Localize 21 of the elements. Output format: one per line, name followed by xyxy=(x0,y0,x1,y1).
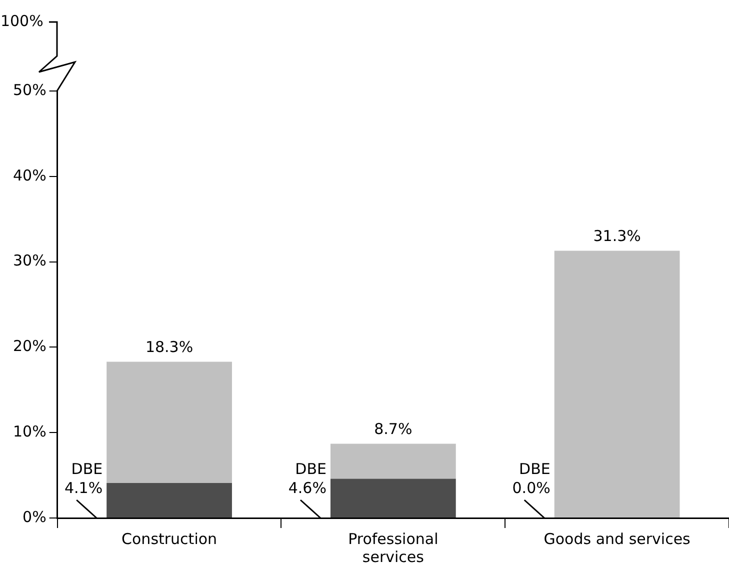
x-tick-label: Goods and services xyxy=(544,530,691,548)
x-tick-label: Construction xyxy=(122,530,218,548)
bar xyxy=(106,482,232,518)
text: 100% xyxy=(0,12,44,30)
bar xyxy=(554,250,680,518)
total-label: 18.3% xyxy=(145,338,194,356)
total-label: 8.7% xyxy=(374,420,412,438)
total-label: 31.3% xyxy=(593,227,641,246)
x-tick-label: Professional services xyxy=(348,530,438,566)
annotation: DBE 4.6% xyxy=(288,460,326,497)
y-tick-label: 10% xyxy=(12,422,46,440)
y-tick-label: 30% xyxy=(12,252,46,270)
y-tick-label: 0% xyxy=(22,508,46,526)
annotation: DBE 0.0% xyxy=(512,460,550,497)
bar xyxy=(106,362,232,483)
y-tick-label: 20% xyxy=(12,337,46,356)
annotation: DBE 4.1% xyxy=(64,460,103,497)
y-tick-label: 50% xyxy=(12,80,46,99)
bar xyxy=(330,478,456,518)
bar xyxy=(330,444,456,479)
y-tick-label: 40% xyxy=(12,166,46,184)
